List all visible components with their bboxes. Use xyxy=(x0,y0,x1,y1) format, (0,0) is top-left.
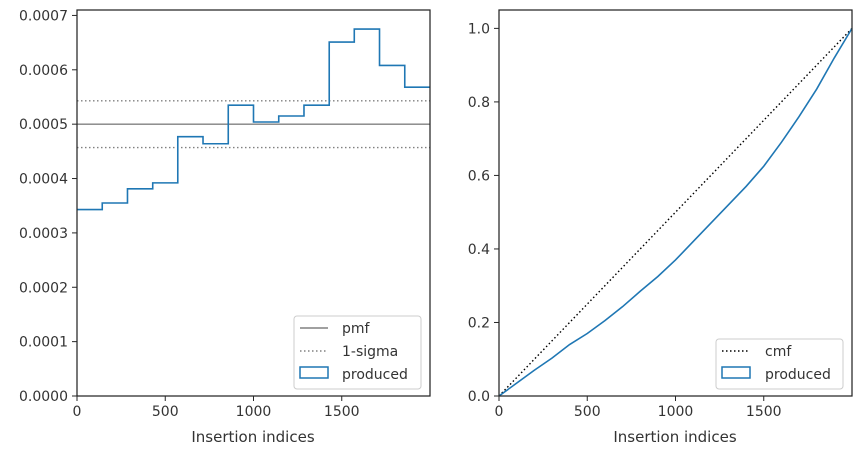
legend: pmf 1-sigma produced xyxy=(293,315,422,390)
x-axis-ticks: 0 500 1000 1500 xyxy=(73,396,360,420)
series-layer xyxy=(77,28,430,211)
series-produced-line xyxy=(498,27,853,397)
x-tick-label: 0 xyxy=(73,404,82,420)
y-tick-label: 0.0003 xyxy=(19,226,68,242)
y-tick-label: 0.8 xyxy=(468,95,490,111)
y-tick-label: 0.0006 xyxy=(19,63,68,79)
x-axis-label: Insertion indices xyxy=(191,428,314,446)
y-tick-label: 0.0000 xyxy=(19,389,68,405)
series-produced-line xyxy=(77,28,430,211)
legend-box xyxy=(715,338,844,390)
y-tick-label: 0.2 xyxy=(468,315,490,331)
pmf-histogram-panel: 0 500 1000 1500 0.00000.00010.00020.00030.0… xyxy=(19,8,431,446)
x-tick-label: 1000 xyxy=(658,404,694,420)
series-layer xyxy=(498,27,853,397)
cmf-panel: 0 500 1000 1500 0.0 0.2 0.4 0.6 0.8 1.0 Insertio… xyxy=(468,9,853,446)
x-tick-label: 1000 xyxy=(236,404,272,420)
y-tick-label: 0.0002 xyxy=(19,280,68,296)
y-tick-label: 0.6 xyxy=(468,168,490,184)
x-axis-ticks: 0 500 1000 1500 xyxy=(495,396,782,420)
y-tick-label: 0.0005 xyxy=(19,117,68,133)
x-tick-label: 0 xyxy=(495,404,504,420)
y-tick-label: 0.0007 xyxy=(19,8,68,24)
legend-label-produced: produced xyxy=(765,367,831,383)
y-tick-label: 1.0 xyxy=(468,21,490,37)
series-cmf-line xyxy=(498,27,853,397)
legend-box xyxy=(293,315,422,390)
y-axis-ticks: 0.0000 0.0001 0.0002 0.0003 0.0004 0.0005 0.00… xyxy=(19,8,77,405)
y-axis-ticks: 0.0 0.2 0.4 0.6 0.8 1.0 xyxy=(468,21,499,405)
y-tick-label: 0.0 xyxy=(468,389,490,405)
x-tick-label: 500 xyxy=(152,404,179,420)
x-axis-label: Insertion indices xyxy=(613,428,736,446)
legend-patch-produced xyxy=(299,366,329,379)
y-tick-label: 0.0001 xyxy=(19,335,68,351)
legend-label-produced: produced xyxy=(342,367,408,383)
legend-label-cmf: cmf xyxy=(765,344,792,360)
legend-label-pmf: pmf xyxy=(342,321,371,337)
legend: cmf produced xyxy=(715,338,844,390)
y-tick-label: 0.4 xyxy=(468,242,490,258)
x-tick-label: 1500 xyxy=(324,404,360,420)
legend-label-1-sigma: 1-sigma xyxy=(342,344,398,360)
legend-patch-produced xyxy=(721,366,751,379)
y-tick-label: 0.0004 xyxy=(19,172,68,188)
plot-area xyxy=(499,10,852,396)
x-tick-label: 500 xyxy=(574,404,601,420)
x-tick-label: 1500 xyxy=(746,404,782,420)
